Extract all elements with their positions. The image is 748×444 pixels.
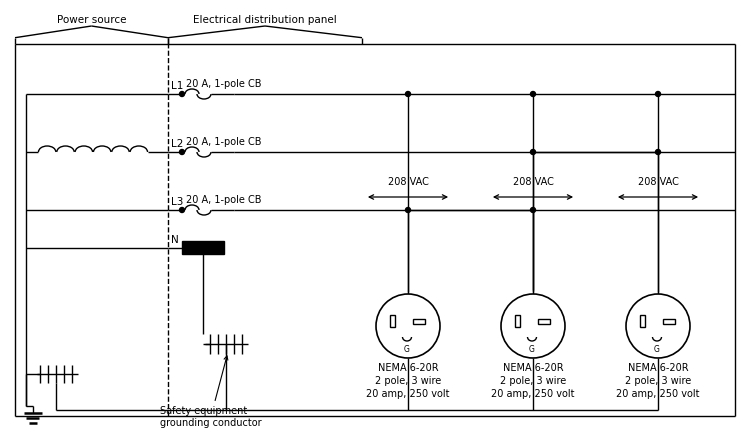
Circle shape xyxy=(655,150,660,155)
Bar xyxy=(413,318,425,324)
Text: 208 VAC: 208 VAC xyxy=(387,177,429,187)
Circle shape xyxy=(405,207,411,213)
Text: G: G xyxy=(529,345,535,354)
Circle shape xyxy=(626,294,690,358)
Text: Power source: Power source xyxy=(57,15,126,25)
Circle shape xyxy=(376,294,440,358)
Text: N: N xyxy=(171,235,179,245)
Text: G: G xyxy=(404,345,410,354)
Text: NEMA 6-20R
2 pole, 3 wire
20 amp, 250 volt: NEMA 6-20R 2 pole, 3 wire 20 amp, 250 vo… xyxy=(616,363,699,399)
Text: L1: L1 xyxy=(171,81,183,91)
Bar xyxy=(640,315,646,327)
Text: G: G xyxy=(654,345,660,354)
Text: 208 VAC: 208 VAC xyxy=(512,177,554,187)
Text: Electrical distribution panel: Electrical distribution panel xyxy=(193,15,337,25)
Circle shape xyxy=(530,150,536,155)
Text: L2: L2 xyxy=(171,139,183,149)
Text: 208 VAC: 208 VAC xyxy=(637,177,678,187)
Circle shape xyxy=(180,150,185,155)
Bar xyxy=(515,315,521,327)
Bar xyxy=(663,318,675,324)
Circle shape xyxy=(530,207,536,213)
Text: 20 A, 1-pole CB: 20 A, 1-pole CB xyxy=(186,137,262,147)
Text: L3: L3 xyxy=(171,197,183,207)
Bar xyxy=(182,241,224,254)
Circle shape xyxy=(180,207,185,213)
Circle shape xyxy=(501,294,565,358)
Circle shape xyxy=(405,91,411,96)
Text: 20 A, 1-pole CB: 20 A, 1-pole CB xyxy=(186,79,262,89)
Bar xyxy=(390,315,396,327)
Bar xyxy=(538,318,550,324)
Circle shape xyxy=(530,91,536,96)
Text: Safety equipment
grounding conductor: Safety equipment grounding conductor xyxy=(160,356,262,428)
Text: 20 A, 1-pole CB: 20 A, 1-pole CB xyxy=(186,195,262,205)
Text: NEMA 6-20R
2 pole, 3 wire
20 amp, 250 volt: NEMA 6-20R 2 pole, 3 wire 20 amp, 250 vo… xyxy=(491,363,574,399)
Text: NEMA 6-20R
2 pole, 3 wire
20 amp, 250 volt: NEMA 6-20R 2 pole, 3 wire 20 amp, 250 vo… xyxy=(367,363,450,399)
Circle shape xyxy=(655,91,660,96)
Circle shape xyxy=(180,91,185,96)
